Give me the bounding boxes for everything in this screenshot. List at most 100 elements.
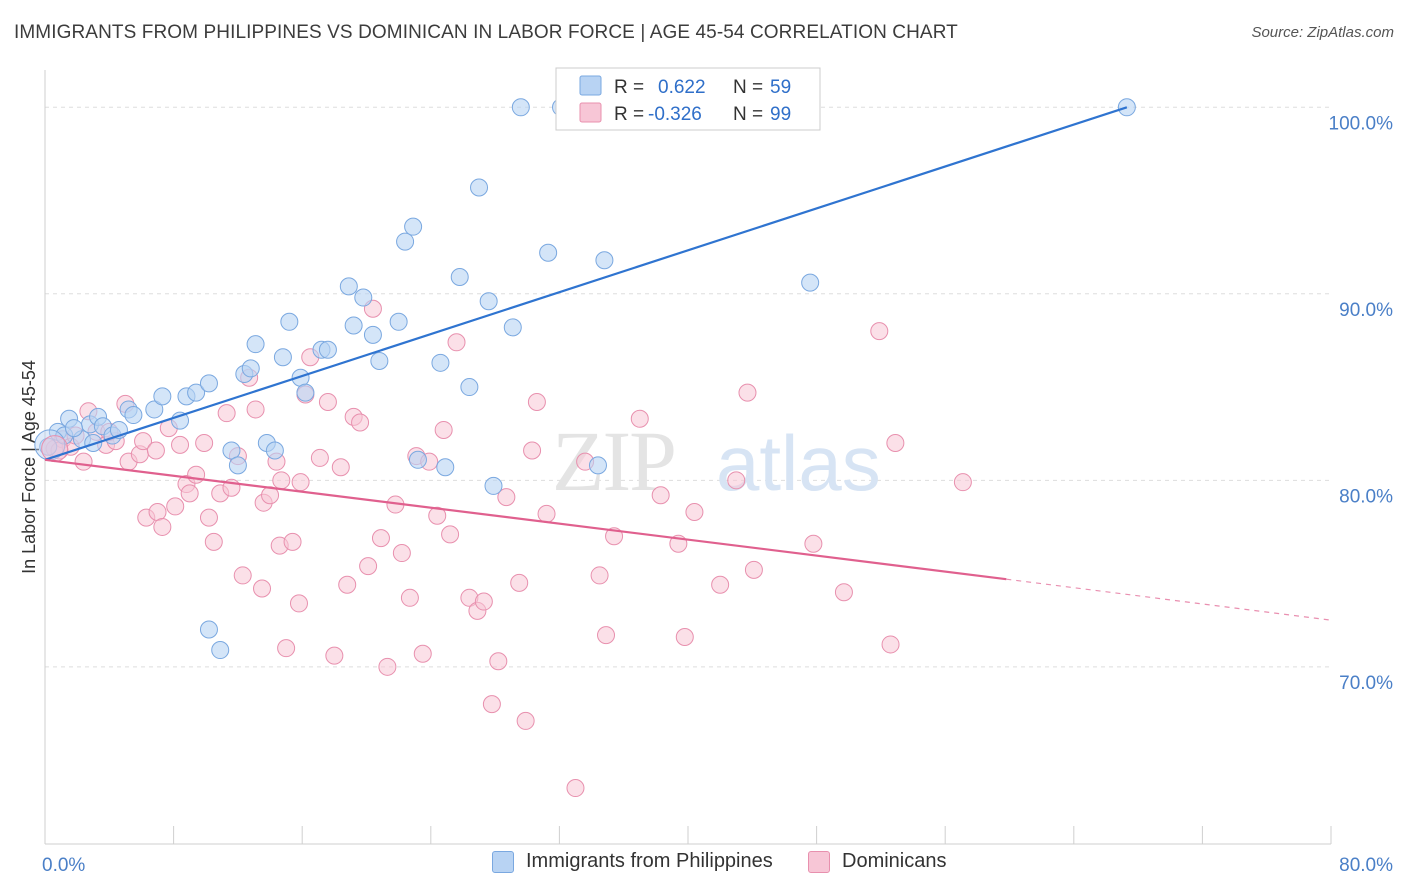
data-point-dominicans	[953, 473, 972, 492]
data-point-dominicans	[351, 413, 370, 432]
data-point-philippines	[370, 351, 389, 370]
legend-swatch-philippines	[492, 850, 514, 873]
data-point-philippines	[431, 353, 450, 372]
points-layer	[34, 98, 1136, 798]
data-point-philippines	[222, 441, 241, 460]
data-point-dominicans	[590, 566, 609, 585]
data-point-dominicans	[434, 420, 453, 439]
data-point-dominicans	[516, 711, 535, 730]
data-point-dominicans	[597, 626, 616, 645]
x-tick-label: 0.0%	[42, 855, 85, 876]
data-point-philippines	[246, 335, 265, 354]
data-point-dominicans	[497, 488, 516, 507]
data-point-philippines	[273, 348, 292, 367]
data-point-philippines	[484, 476, 503, 495]
data-point-dominicans	[675, 627, 694, 646]
data-point-philippines	[404, 217, 423, 236]
data-point-philippines	[228, 456, 247, 475]
data-point-dominicans	[146, 441, 165, 460]
data-point-dominicans	[447, 333, 466, 352]
data-point-dominicans	[378, 657, 397, 676]
legend-item-philippines: Immigrants from Philippines	[492, 850, 773, 873]
data-point-dominicans	[338, 575, 357, 594]
data-point-dominicans	[187, 465, 206, 484]
stats-legend-n-label-1: N =	[733, 77, 763, 98]
data-point-philippines	[503, 318, 522, 337]
data-point-philippines	[354, 288, 373, 307]
y-tick-label: 70.0%	[1339, 673, 1393, 694]
trendline-dominicans	[44, 458, 1007, 581]
data-point-dominicans	[331, 458, 350, 477]
data-point-dominicans	[428, 506, 447, 525]
data-point-philippines	[211, 641, 230, 660]
data-point-dominicans	[651, 486, 670, 505]
series-legend: Immigrants from Philippines Dominicans	[0, 850, 1406, 878]
data-point-dominicans	[171, 435, 190, 454]
data-point-dominicans	[489, 652, 508, 671]
data-point-dominicans	[318, 392, 337, 411]
data-point-philippines	[187, 383, 206, 402]
legend-swatch-dominicans	[808, 850, 830, 873]
data-point-philippines	[450, 268, 469, 287]
data-point-philippines	[296, 383, 315, 402]
data-point-philippines	[588, 456, 607, 475]
data-point-dominicans	[744, 560, 763, 579]
data-point-dominicans	[413, 644, 432, 663]
legend-label-philippines: Immigrants from Philippines	[526, 850, 773, 872]
data-point-philippines	[280, 312, 299, 331]
data-point-dominicans	[400, 588, 419, 607]
chart-title: IMMIGRANTS FROM PHILIPPINES VS DOMINICAN…	[14, 22, 958, 43]
stats-legend-n-value-2: 99	[770, 104, 791, 125]
data-point-dominicans	[246, 400, 265, 419]
data-point-dominicans	[527, 392, 546, 411]
stats-legend-r-value-2: -0.326	[648, 104, 702, 125]
data-point-dominicans	[180, 484, 199, 503]
data-point-philippines	[801, 273, 820, 292]
data-point-philippines	[124, 406, 143, 425]
data-point-philippines	[470, 178, 489, 197]
data-point-dominicans	[289, 594, 308, 613]
data-point-philippines	[145, 400, 164, 419]
data-point-philippines	[199, 374, 218, 393]
legend-label-dominicans: Dominicans	[842, 850, 947, 872]
stats-legend-n-label-2: N =	[733, 104, 763, 125]
data-point-dominicans	[272, 471, 291, 490]
y-tick-label: 80.0%	[1339, 486, 1393, 507]
trendline-philippines	[44, 106, 1128, 461]
data-point-dominicans	[870, 322, 889, 341]
data-point-dominicans	[566, 779, 585, 798]
legend-item-dominicans: Dominicans	[808, 850, 946, 873]
data-point-philippines	[363, 325, 382, 344]
data-point-dominicans	[325, 646, 344, 665]
data-point-dominicans	[886, 434, 905, 453]
data-point-dominicans	[199, 508, 218, 527]
data-point-philippines	[153, 387, 172, 406]
stats-legend-r-label-2: R =	[614, 104, 644, 125]
data-point-dominicans	[233, 566, 252, 585]
data-point-philippines	[479, 292, 498, 311]
y-tick-label: 90.0%	[1339, 300, 1393, 321]
data-point-dominicans	[510, 573, 529, 592]
data-point-philippines	[436, 458, 455, 477]
stats-legend-swatch-pink	[579, 102, 602, 123]
data-point-dominicans	[371, 529, 390, 548]
data-point-philippines	[460, 378, 479, 397]
data-point-dominicans	[482, 695, 501, 714]
stats-legend: R = 0.622 N = 59 R = -0.326 N = 99	[555, 67, 821, 131]
data-point-dominicans	[834, 583, 853, 602]
y-axis-title: In Labor Force | Age 45-54	[19, 360, 39, 574]
data-point-dominicans	[283, 532, 302, 551]
data-point-dominicans	[195, 434, 214, 453]
data-point-philippines	[511, 98, 530, 117]
data-point-dominicans	[74, 452, 93, 471]
data-point-dominicans	[685, 503, 704, 522]
trend-layer	[44, 106, 1332, 621]
data-point-dominicans	[153, 517, 172, 536]
data-point-philippines	[318, 340, 337, 359]
data-point-dominicans	[134, 432, 153, 451]
data-point-dominicans	[711, 575, 730, 594]
data-point-dominicans	[204, 532, 223, 551]
stats-legend-r-value-1: 0.622	[658, 77, 706, 98]
data-point-dominicans	[253, 579, 272, 598]
